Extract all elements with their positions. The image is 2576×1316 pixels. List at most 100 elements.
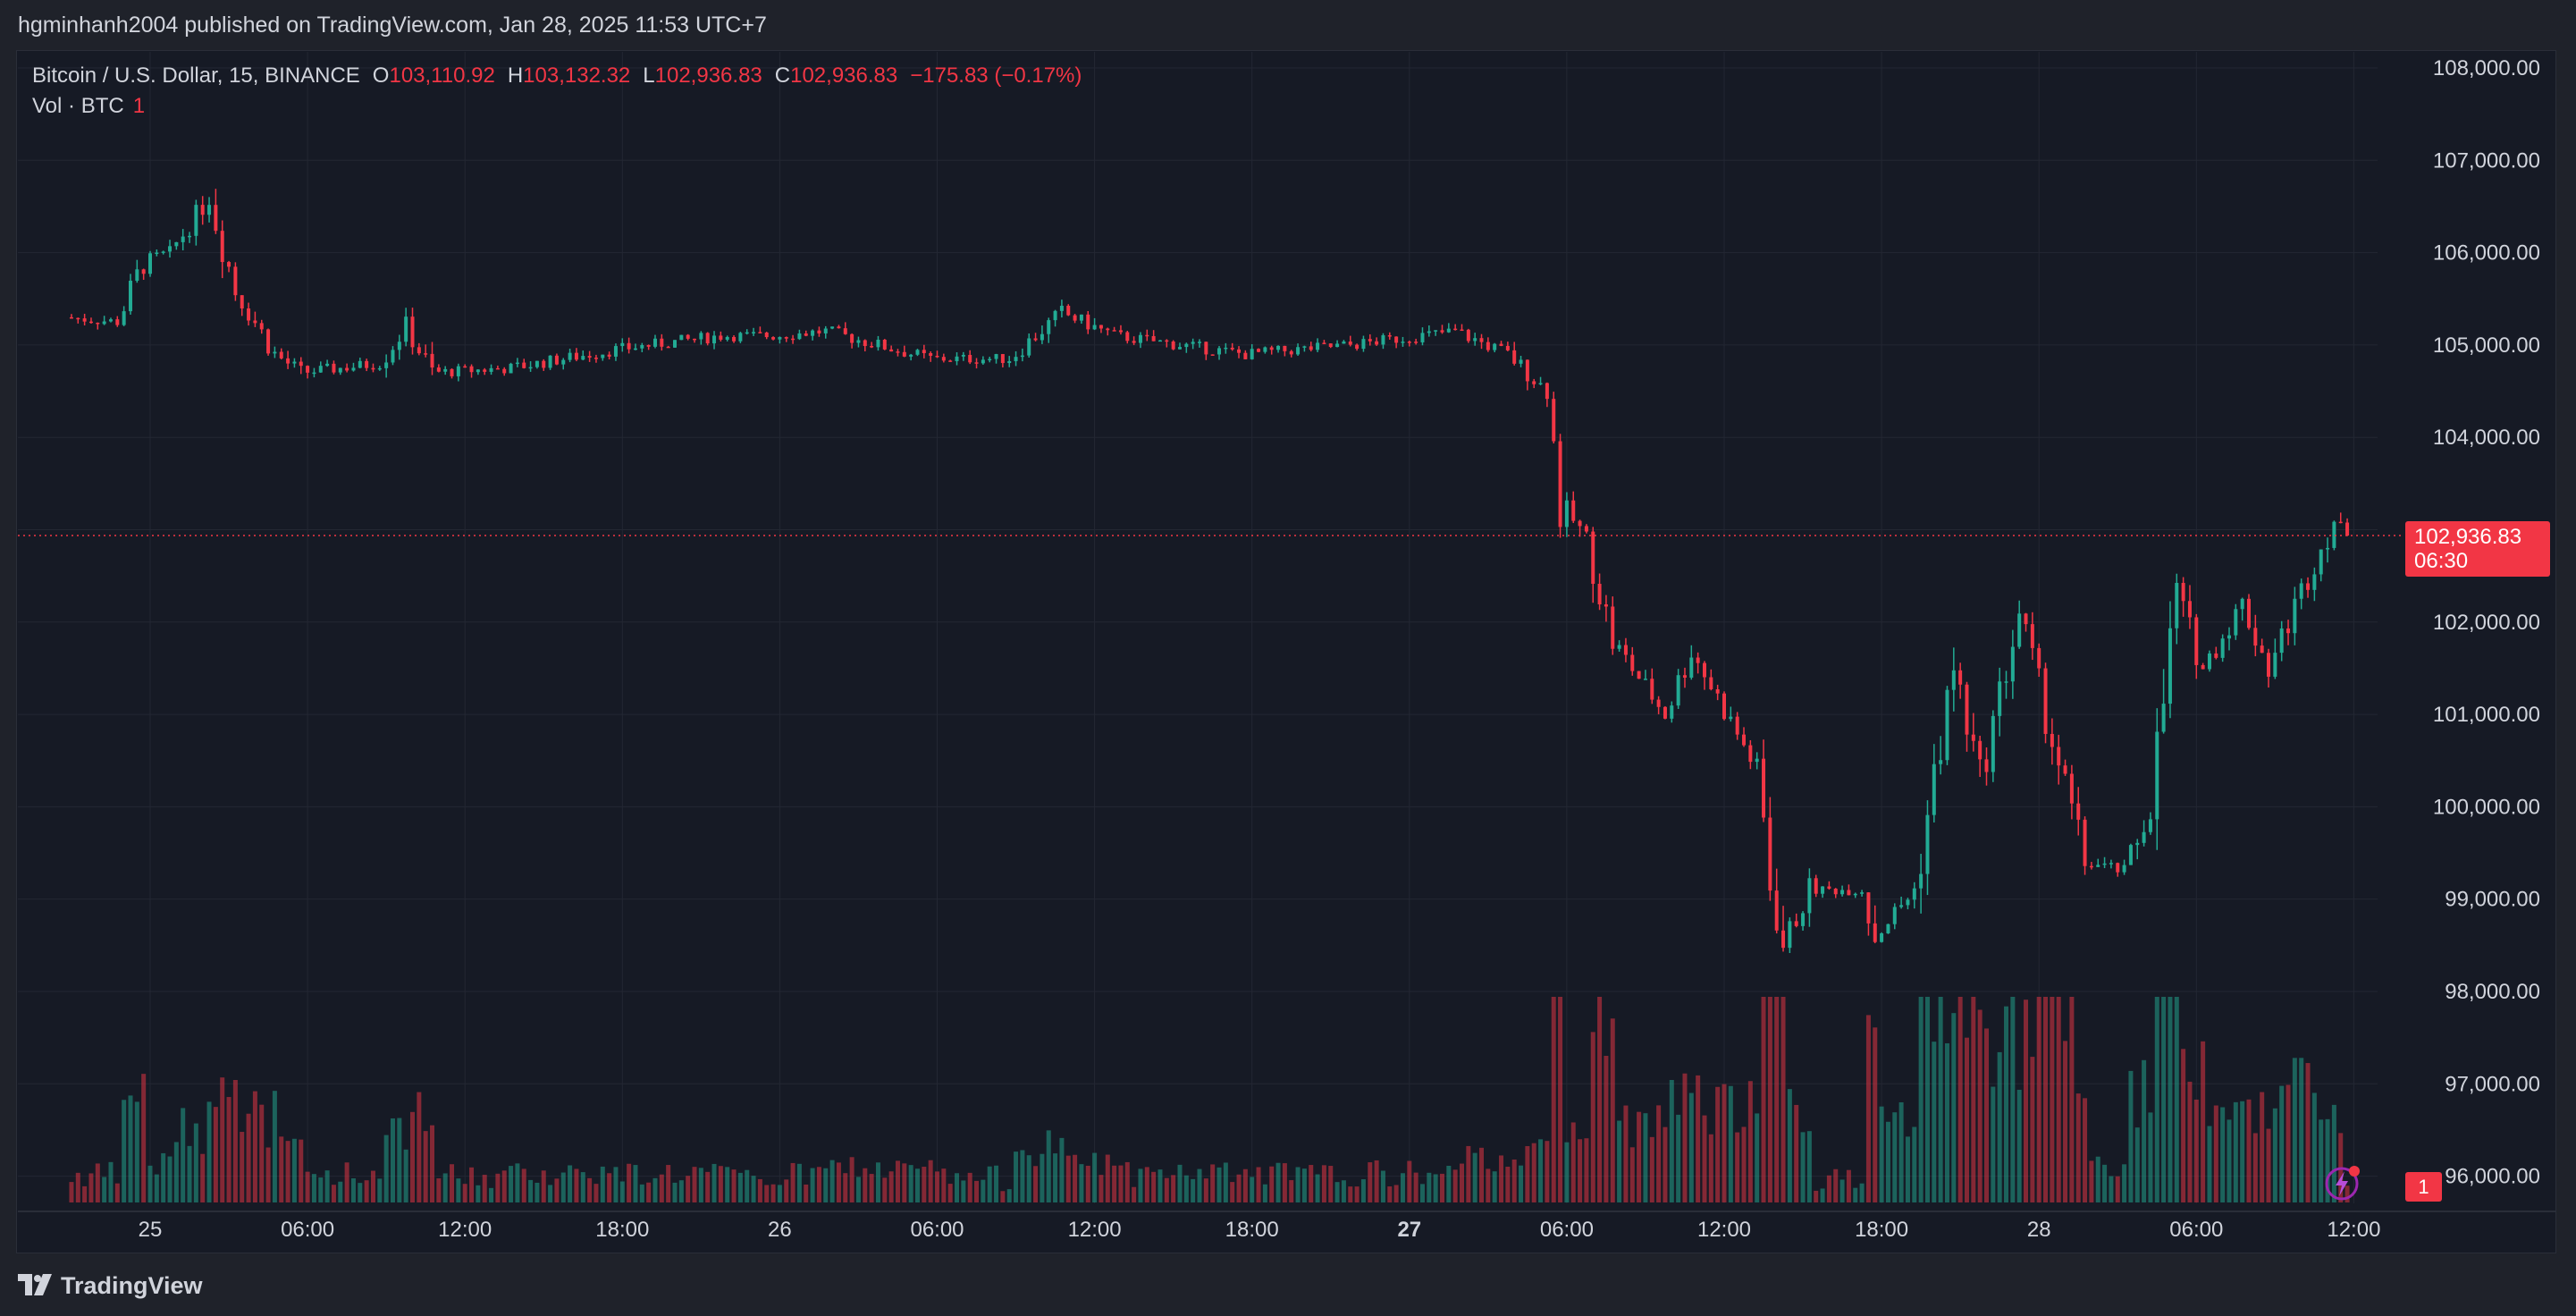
candle-body [1715, 688, 1720, 694]
candle-body [1316, 342, 1320, 350]
candle-body [1571, 500, 1576, 521]
tradingview-brand[interactable]: TradingView [18, 1270, 203, 1301]
volume-bar [1499, 1155, 1504, 1202]
volume-bar [711, 1163, 717, 1202]
volume-bar [2305, 1063, 2311, 1202]
candle-body [1545, 383, 1549, 400]
candle-body [981, 359, 985, 364]
candle-body [902, 351, 906, 357]
volume-bar [331, 1185, 336, 1202]
candle-body [607, 354, 611, 357]
x-tick-label: 26 [768, 1218, 792, 1242]
y-tick-label: 97,000.00 [2445, 1072, 2540, 1096]
candle-body [1198, 342, 1201, 343]
volume-bar [593, 1184, 599, 1202]
volume-bar [745, 1169, 750, 1202]
volume-bar [1309, 1165, 1314, 1202]
volume-bar [686, 1176, 691, 1202]
candle-body [2069, 773, 2074, 804]
candle-body [2319, 549, 2323, 575]
candle-body [351, 367, 356, 371]
open-value: 103,110.92 [389, 63, 495, 88]
volume-bar [1020, 1150, 1025, 1202]
volume-bar [1171, 1175, 1176, 1202]
candle-body [2240, 598, 2244, 610]
volume-bar [1380, 1170, 1385, 1202]
volume-bar [2030, 1057, 2035, 1202]
volume-bar [1531, 1143, 1536, 1202]
volume-bar [515, 1163, 520, 1202]
x-tick-label: 12:00 [1697, 1218, 1751, 1242]
candle-body [817, 330, 821, 333]
y-tick-label: 100,000.00 [2433, 795, 2540, 819]
volume-bar [1472, 1152, 1477, 1202]
volume-bar [2299, 1058, 2304, 1202]
symbol-legend: Bitcoin / U.S. Dollar, 15, BINANCE O103,1… [32, 63, 1094, 89]
candle-body [522, 362, 526, 368]
candle-body [758, 332, 762, 333]
volume-bar [423, 1131, 428, 1202]
candle-body [2332, 521, 2336, 548]
candle-body [1401, 342, 1405, 343]
candle-body [791, 338, 796, 341]
candle-body [2168, 628, 2172, 704]
volume-bar [252, 1091, 257, 1202]
candle-body [266, 329, 271, 354]
volume-bar [1977, 1009, 1983, 1202]
candle-body [1880, 933, 1884, 942]
candle-body [1263, 347, 1267, 352]
candle-body [1053, 310, 1057, 321]
volume-bar [1918, 997, 1924, 1202]
candle-body [1676, 675, 1680, 706]
candle-body [1440, 330, 1444, 333]
volume-bar [1997, 1051, 2002, 1202]
candle-body [1991, 715, 1995, 772]
volume-bar [1452, 1169, 1458, 1202]
volume-bar [1236, 1174, 1242, 1202]
candle-body [1978, 740, 1983, 760]
candle-body [581, 356, 585, 360]
candle-body [941, 357, 946, 361]
candle-body [318, 366, 323, 373]
symbol-name[interactable]: Bitcoin / U.S. Dollar, 15, BINANCE [32, 63, 360, 88]
lightning-alert-icon[interactable] [2320, 1162, 2363, 1205]
volume-bar [200, 1153, 206, 1202]
volume-bar [1223, 1162, 1228, 1202]
volume-bar [705, 1171, 711, 1202]
volume-bar [2272, 1108, 2277, 1202]
candle-body [384, 362, 389, 368]
volume-bar [1564, 1142, 1570, 1202]
candle-body [168, 246, 173, 252]
candle-body [554, 355, 559, 365]
candle-body [410, 316, 415, 348]
volume-bar [1747, 1081, 1753, 1202]
chart-frame[interactable] [16, 50, 2556, 1253]
volume-bar [627, 1163, 632, 1202]
candle-body [725, 336, 729, 340]
volume-bar [2050, 997, 2055, 1202]
volume-bar [1321, 1165, 1326, 1202]
volume-bar [2010, 997, 2016, 1202]
volume-bar [1092, 1152, 1098, 1202]
volume-bar [1938, 997, 1943, 1202]
candle-body [1466, 329, 1470, 342]
volume-label[interactable]: Vol · BTC [32, 94, 124, 118]
volume-bar [1433, 1174, 1438, 1202]
candle-body [1224, 347, 1228, 350]
volume-bar [1610, 1018, 1615, 1202]
volume-bar [2286, 1084, 2291, 1202]
volume-bar [1256, 1167, 1261, 1202]
candle-body [391, 350, 395, 363]
volume-bar [580, 1172, 585, 1202]
volume-bar [639, 1184, 644, 1202]
candle-body [1709, 677, 1713, 689]
candle-body [1650, 679, 1654, 700]
candle-body [1702, 662, 1706, 678]
candle-body [1342, 342, 1346, 344]
candle-body [214, 205, 218, 232]
candle-body [88, 321, 93, 324]
volume-bar [318, 1177, 324, 1202]
candle-body [76, 317, 80, 320]
volume-bar [1348, 1186, 1353, 1202]
